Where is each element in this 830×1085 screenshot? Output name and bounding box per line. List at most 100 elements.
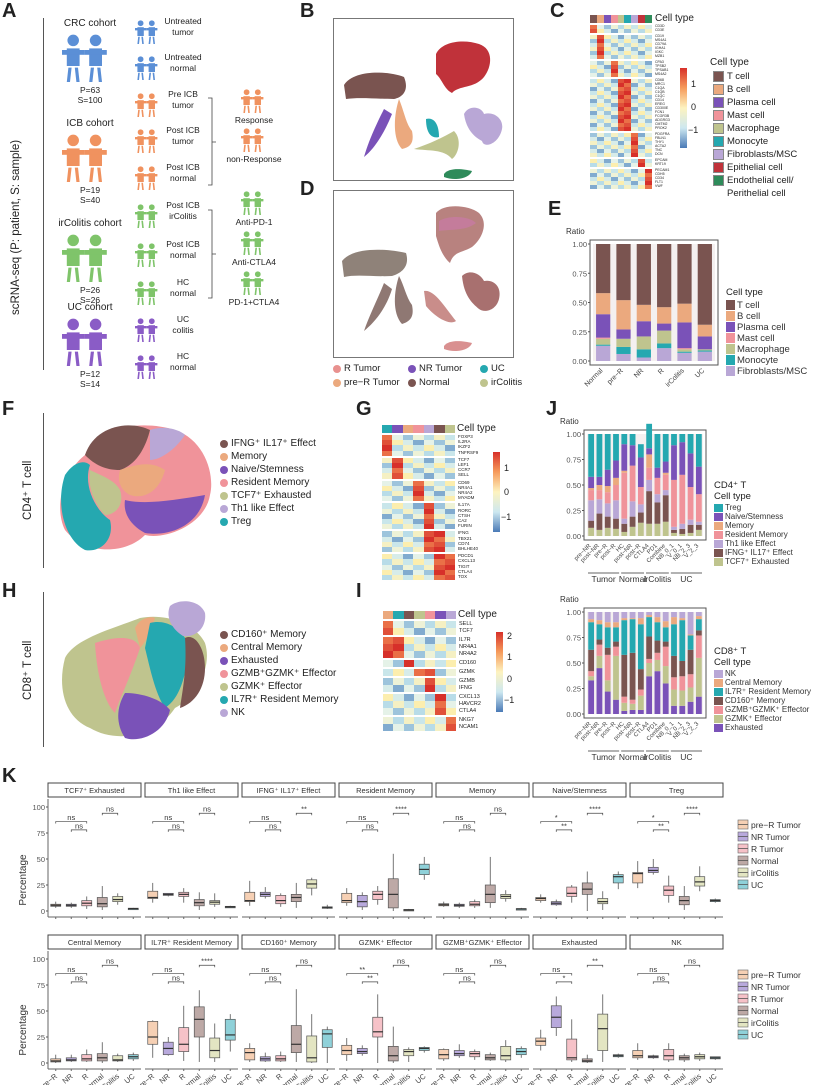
- facet-strip: [47, 782, 142, 798]
- heatmap-row: [590, 149, 653, 153]
- significance-label: **: [367, 973, 373, 982]
- heatmap-cell: [610, 61, 618, 65]
- heatmap-cell: [610, 133, 618, 137]
- gene-label: HAVCR2: [459, 701, 481, 707]
- heatmap-cell: [590, 103, 597, 107]
- gene-label: PROK2: [655, 126, 667, 130]
- heatmap-cell: [617, 25, 625, 29]
- heatmap-cell: [645, 111, 653, 115]
- heatmap-cell: [610, 73, 618, 77]
- heatmap-cell: [638, 177, 646, 181]
- significance-bracket: [198, 964, 216, 968]
- bar-segment: [654, 617, 661, 623]
- heatmap-cell: [423, 508, 435, 514]
- heatmap-row: [590, 173, 653, 177]
- legend-swatch: [220, 669, 228, 678]
- heatmap-cell: [617, 99, 625, 103]
- heatmap-cell: [393, 660, 404, 667]
- heatmap-cell: [444, 503, 455, 509]
- legend-swatch: [220, 465, 228, 474]
- bar-segment: [613, 460, 619, 478]
- heatmap-cell: [590, 149, 597, 153]
- bar-segment: [679, 620, 686, 661]
- legend-swatch: [220, 439, 228, 448]
- legend-label: Memory: [231, 451, 268, 462]
- heatmap-cell: [434, 554, 445, 560]
- heatmap-cell: [596, 177, 604, 181]
- annotation-cell: [617, 15, 625, 23]
- bar-segment: [697, 336, 712, 350]
- heatmap-cell: [393, 708, 404, 715]
- heatmap-cell: [638, 25, 646, 29]
- heatmap-row: [382, 519, 455, 525]
- significance-label: ns: [106, 805, 114, 814]
- heatmap-cell: [596, 145, 604, 149]
- heatmap-cell: [596, 83, 604, 87]
- legend-item: Perithelial cell: [713, 187, 797, 200]
- heatmap-cell: [624, 73, 632, 77]
- gene-label: NR4A1: [458, 484, 473, 490]
- heatmap-cell: [624, 169, 632, 173]
- heatmap-cell: [590, 25, 597, 29]
- group-person-icon: [241, 89, 264, 113]
- heatmap-cell: [445, 651, 456, 658]
- heatmap-cell: [434, 536, 445, 542]
- heatmap-cell: [638, 141, 646, 145]
- heatmap-row: [383, 669, 456, 676]
- heatmap-cell: [393, 669, 404, 676]
- significance-label: ns: [455, 813, 463, 822]
- significance-bracket: [540, 821, 573, 824]
- bar-segment: [695, 696, 702, 714]
- heatmap-cell: [423, 473, 435, 479]
- x-tick-label: HC: [615, 721, 626, 732]
- cohort-name: CRC cohort: [63, 18, 117, 29]
- heatmap-cell: [645, 87, 653, 91]
- heatmap-cell: [610, 87, 618, 91]
- heatmap-cell: [638, 91, 646, 95]
- legend-swatch: [220, 478, 228, 487]
- heatmap-cell: [631, 73, 639, 77]
- heatmap-cell: [638, 159, 646, 163]
- heatmap-cell: [393, 621, 404, 628]
- heatmap-cell: [403, 628, 415, 635]
- legend-label: Fibroblasts/MSC: [727, 149, 798, 160]
- facet-strip: [144, 934, 239, 950]
- bar-segment: [604, 680, 611, 692]
- heatmap-row: [590, 51, 653, 55]
- bar-segment: [613, 655, 619, 700]
- significance-label: ns: [688, 957, 696, 966]
- heatmap-cell: [435, 637, 446, 644]
- heatmap-cell: [434, 457, 445, 463]
- bar-segment: [588, 676, 595, 681]
- bar-segment: [621, 470, 628, 473]
- bar-segment: [637, 444, 644, 458]
- bar-segment: [697, 324, 712, 337]
- x-tick-label: R: [657, 367, 666, 376]
- heatmap-cell: [631, 69, 639, 73]
- gene-label: IFNG: [458, 530, 469, 536]
- cohort-patients: P=12: [79, 369, 101, 379]
- heatmap-cell: [624, 29, 632, 33]
- heatmap-cell: [638, 145, 646, 149]
- gene-label: C1QA: [655, 86, 665, 90]
- bar-segment: [679, 612, 686, 619]
- heatmap-cell: [413, 491, 424, 497]
- heatmap-cell: [645, 145, 653, 149]
- annotation-cell: [382, 425, 393, 433]
- significance-bracket: [443, 973, 476, 976]
- bar-segment: [596, 485, 603, 491]
- heatmap-cell: [402, 575, 414, 581]
- heatmap-cell: [444, 564, 455, 570]
- significance-label: ns: [269, 973, 277, 982]
- heatmap-cell: [610, 115, 618, 119]
- bar-segment: [596, 434, 603, 477]
- legend-label: UC: [491, 363, 505, 374]
- heatmap-cell: [631, 43, 639, 47]
- heatmap-cell: [402, 541, 414, 547]
- heatmap-cell: [631, 61, 639, 65]
- heatmap-cell: [403, 669, 415, 676]
- gene-label: IL2RA: [458, 439, 471, 445]
- facet-strip: [532, 782, 627, 798]
- heatmap-cell: [424, 628, 436, 635]
